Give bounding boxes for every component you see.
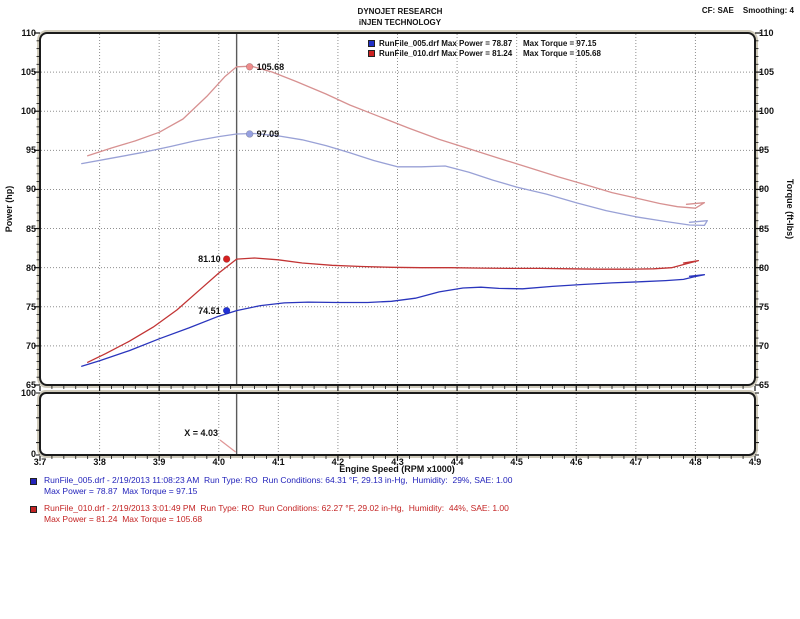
rpm-tick-label: 4.4 <box>450 457 464 467</box>
rpm-tick-label: 4.8 <box>689 457 702 467</box>
x-axis-title: Engine Speed (RPM x1000) <box>339 464 455 474</box>
legend-run1-power: RunFile_005.drf Max Power = 78.87 <box>379 39 513 48</box>
cursor-readout-label: 97.09 <box>256 128 280 139</box>
rpm-tick-label: 3.8 <box>93 457 106 467</box>
torque-tick-label: 75 <box>759 301 770 312</box>
power-tick-label: 110 <box>21 28 36 38</box>
power-tick-label: 100 <box>20 106 36 117</box>
rpm-tick-label: 4.9 <box>748 457 762 467</box>
power-axis-title: Power (hp) <box>4 185 14 233</box>
cursor-x-label[interactable]: X = 4.03 <box>184 428 218 438</box>
header-title-line1: DYNOJET RESEARCH <box>357 7 443 16</box>
run2-info-line1: RunFile_010.drf - 2/19/2013 3:01:49 PM R… <box>44 503 509 513</box>
rpm-tick-label: 4.7 <box>629 457 643 467</box>
run2-color-swatch <box>30 506 37 513</box>
torque-tick-label: 100 <box>759 106 775 117</box>
rpm-tick-label: 3.7 <box>33 457 47 467</box>
power-tick-label: 75 <box>25 301 36 312</box>
header-title-line2: iNJEN TECHNOLOGY <box>358 18 442 27</box>
rpm-tick-label: 4.0 <box>212 457 225 467</box>
legend-run2-power: RunFile_010.drf Max Power = 81.24 <box>379 49 513 58</box>
correction-factor-label: CF: SAE <box>701 6 734 15</box>
rpm-tick-label: 3.9 <box>152 457 166 467</box>
cursor-readout-label: 81.10 <box>198 254 221 265</box>
legend-swatch-run2 <box>368 50 375 57</box>
smoothing-label: Smoothing: 4 <box>742 6 794 15</box>
power-tick-label: 65 <box>25 380 36 390</box>
torque-axis-title: Torque (ft-lbs) <box>785 178 795 240</box>
torque-tick-label: 95 <box>759 145 770 156</box>
torque-tick-label: 65 <box>759 380 770 390</box>
legend-run2-torque: Max Torque = 105.68 <box>523 49 601 58</box>
rpm-tick-label: 4.3 <box>391 457 404 467</box>
torque-tick-label: 110 <box>759 28 774 38</box>
power-tick-label: 90 <box>25 184 36 195</box>
torque-tick-label: 85 <box>759 223 770 234</box>
panel-y-max-label: 100 <box>20 388 36 398</box>
legend-run1-torque: Max Torque = 97.15 <box>523 39 597 48</box>
power-tick-label: 70 <box>25 340 36 351</box>
rpm-tick-label: 4.1 <box>272 457 285 467</box>
panel-y-min-label: 0 <box>30 449 36 459</box>
torque-tick-label: 70 <box>759 340 770 351</box>
torque-tick-label: 80 <box>759 262 770 273</box>
header-correction-settings: CF: SAE Smoothing: 4 <box>600 6 794 15</box>
run1-color-swatch <box>30 478 37 485</box>
run1-info-line2: Max Power = 78.87 Max Torque = 97.15 <box>44 486 198 496</box>
run1-info-line1: RunFile_005.drf - 2/19/2013 11:08:23 AM … <box>44 475 513 485</box>
cursor-readout-label: 105.68 <box>256 61 285 72</box>
rpm-tick-label: 4.5 <box>510 457 523 467</box>
power-tick-label: 85 <box>25 223 36 234</box>
power-tick-label: 105 <box>20 67 36 78</box>
rpm-tick-label: 4.2 <box>331 457 345 467</box>
rpm-tick-label: 4.6 <box>569 457 583 467</box>
legend-swatch-run1 <box>368 40 375 47</box>
torque-tick-label: 90 <box>759 184 770 195</box>
cursor-readout-label: 74.51 <box>198 305 221 316</box>
run2-info-line2: Max Power = 81.24 Max Torque = 105.68 <box>44 514 203 524</box>
power-tick-label: 95 <box>25 145 36 156</box>
power-tick-label: 80 <box>25 262 36 273</box>
torque-tick-label: 105 <box>759 67 775 78</box>
